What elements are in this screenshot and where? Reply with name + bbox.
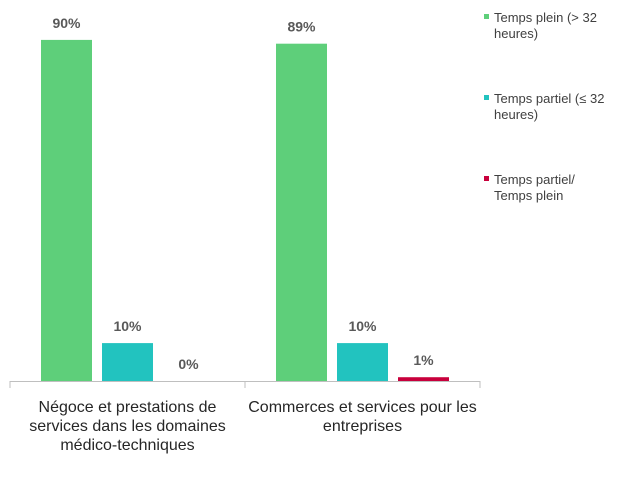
legend-swatch (484, 95, 489, 100)
value-label: 1% (413, 352, 434, 368)
bar (398, 377, 449, 381)
legend-label: Temps plein (> 32 heures) (494, 10, 597, 41)
legend-label: Temps partiel (≤ 32 heures) (494, 91, 605, 122)
value-label: 89% (287, 19, 316, 35)
legend-label: Temps partiel/ Temps plein (494, 172, 575, 203)
legend-swatch (484, 14, 489, 19)
bar (276, 43, 327, 381)
bar (102, 343, 153, 381)
x-tick-label: Négoce et prestations de services dans l… (29, 399, 226, 454)
x-tick-label: Commerces et services pour les entrepris… (248, 399, 477, 435)
value-label: 90% (52, 15, 81, 31)
bar (41, 39, 92, 382)
bar (337, 343, 388, 381)
value-label: 10% (348, 318, 377, 334)
value-label: 0% (178, 356, 199, 372)
legend-swatch (484, 176, 489, 181)
value-label: 10% (113, 318, 142, 334)
